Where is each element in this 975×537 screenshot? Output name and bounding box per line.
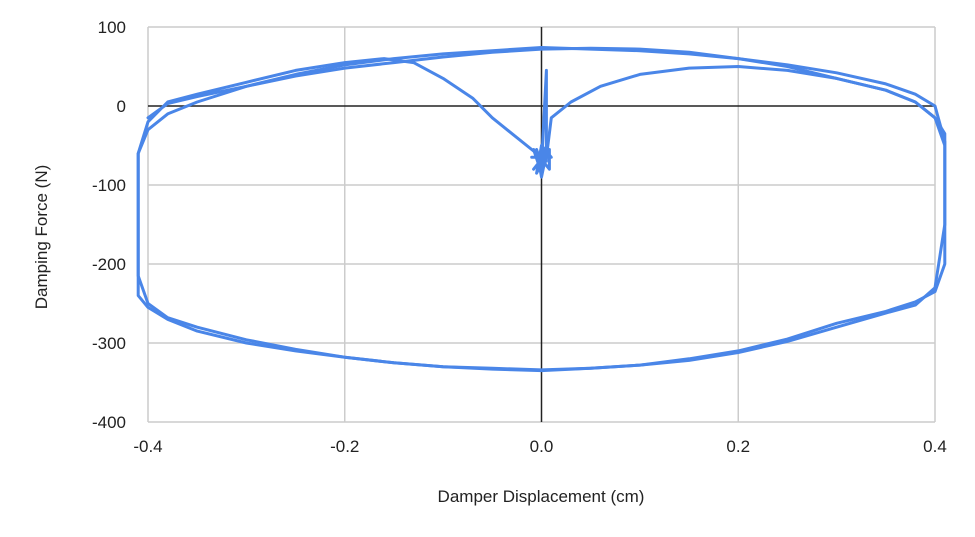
x-tick-label: 0.2 [726,437,750,456]
x-tick-label: 0.4 [923,437,947,456]
x-tick-labels: -0.4 -0.2 0.0 0.2 0.4 [133,437,946,456]
y-tick-label: -300 [92,334,126,353]
y-axis-title: Damping Force (N) [32,165,51,310]
series-line-2 [136,46,947,373]
y-tick-label: -200 [92,255,126,274]
y-tick-label: 0 [117,97,126,116]
x-axis-title: Damper Displacement (cm) [438,487,645,506]
y-tick-label: -100 [92,176,126,195]
y-tick-label: 100 [98,18,126,37]
x-tick-label: -0.4 [133,437,162,456]
data-series-group [136,46,947,373]
x-tick-label: 0.0 [530,437,554,456]
y-tick-labels: 100 0 -100 -200 -300 -400 [92,18,126,432]
series-line-4 [530,144,553,175]
y-tick-label: -400 [92,413,126,432]
zero-axes [148,27,935,422]
x-tick-label: -0.2 [330,437,359,456]
